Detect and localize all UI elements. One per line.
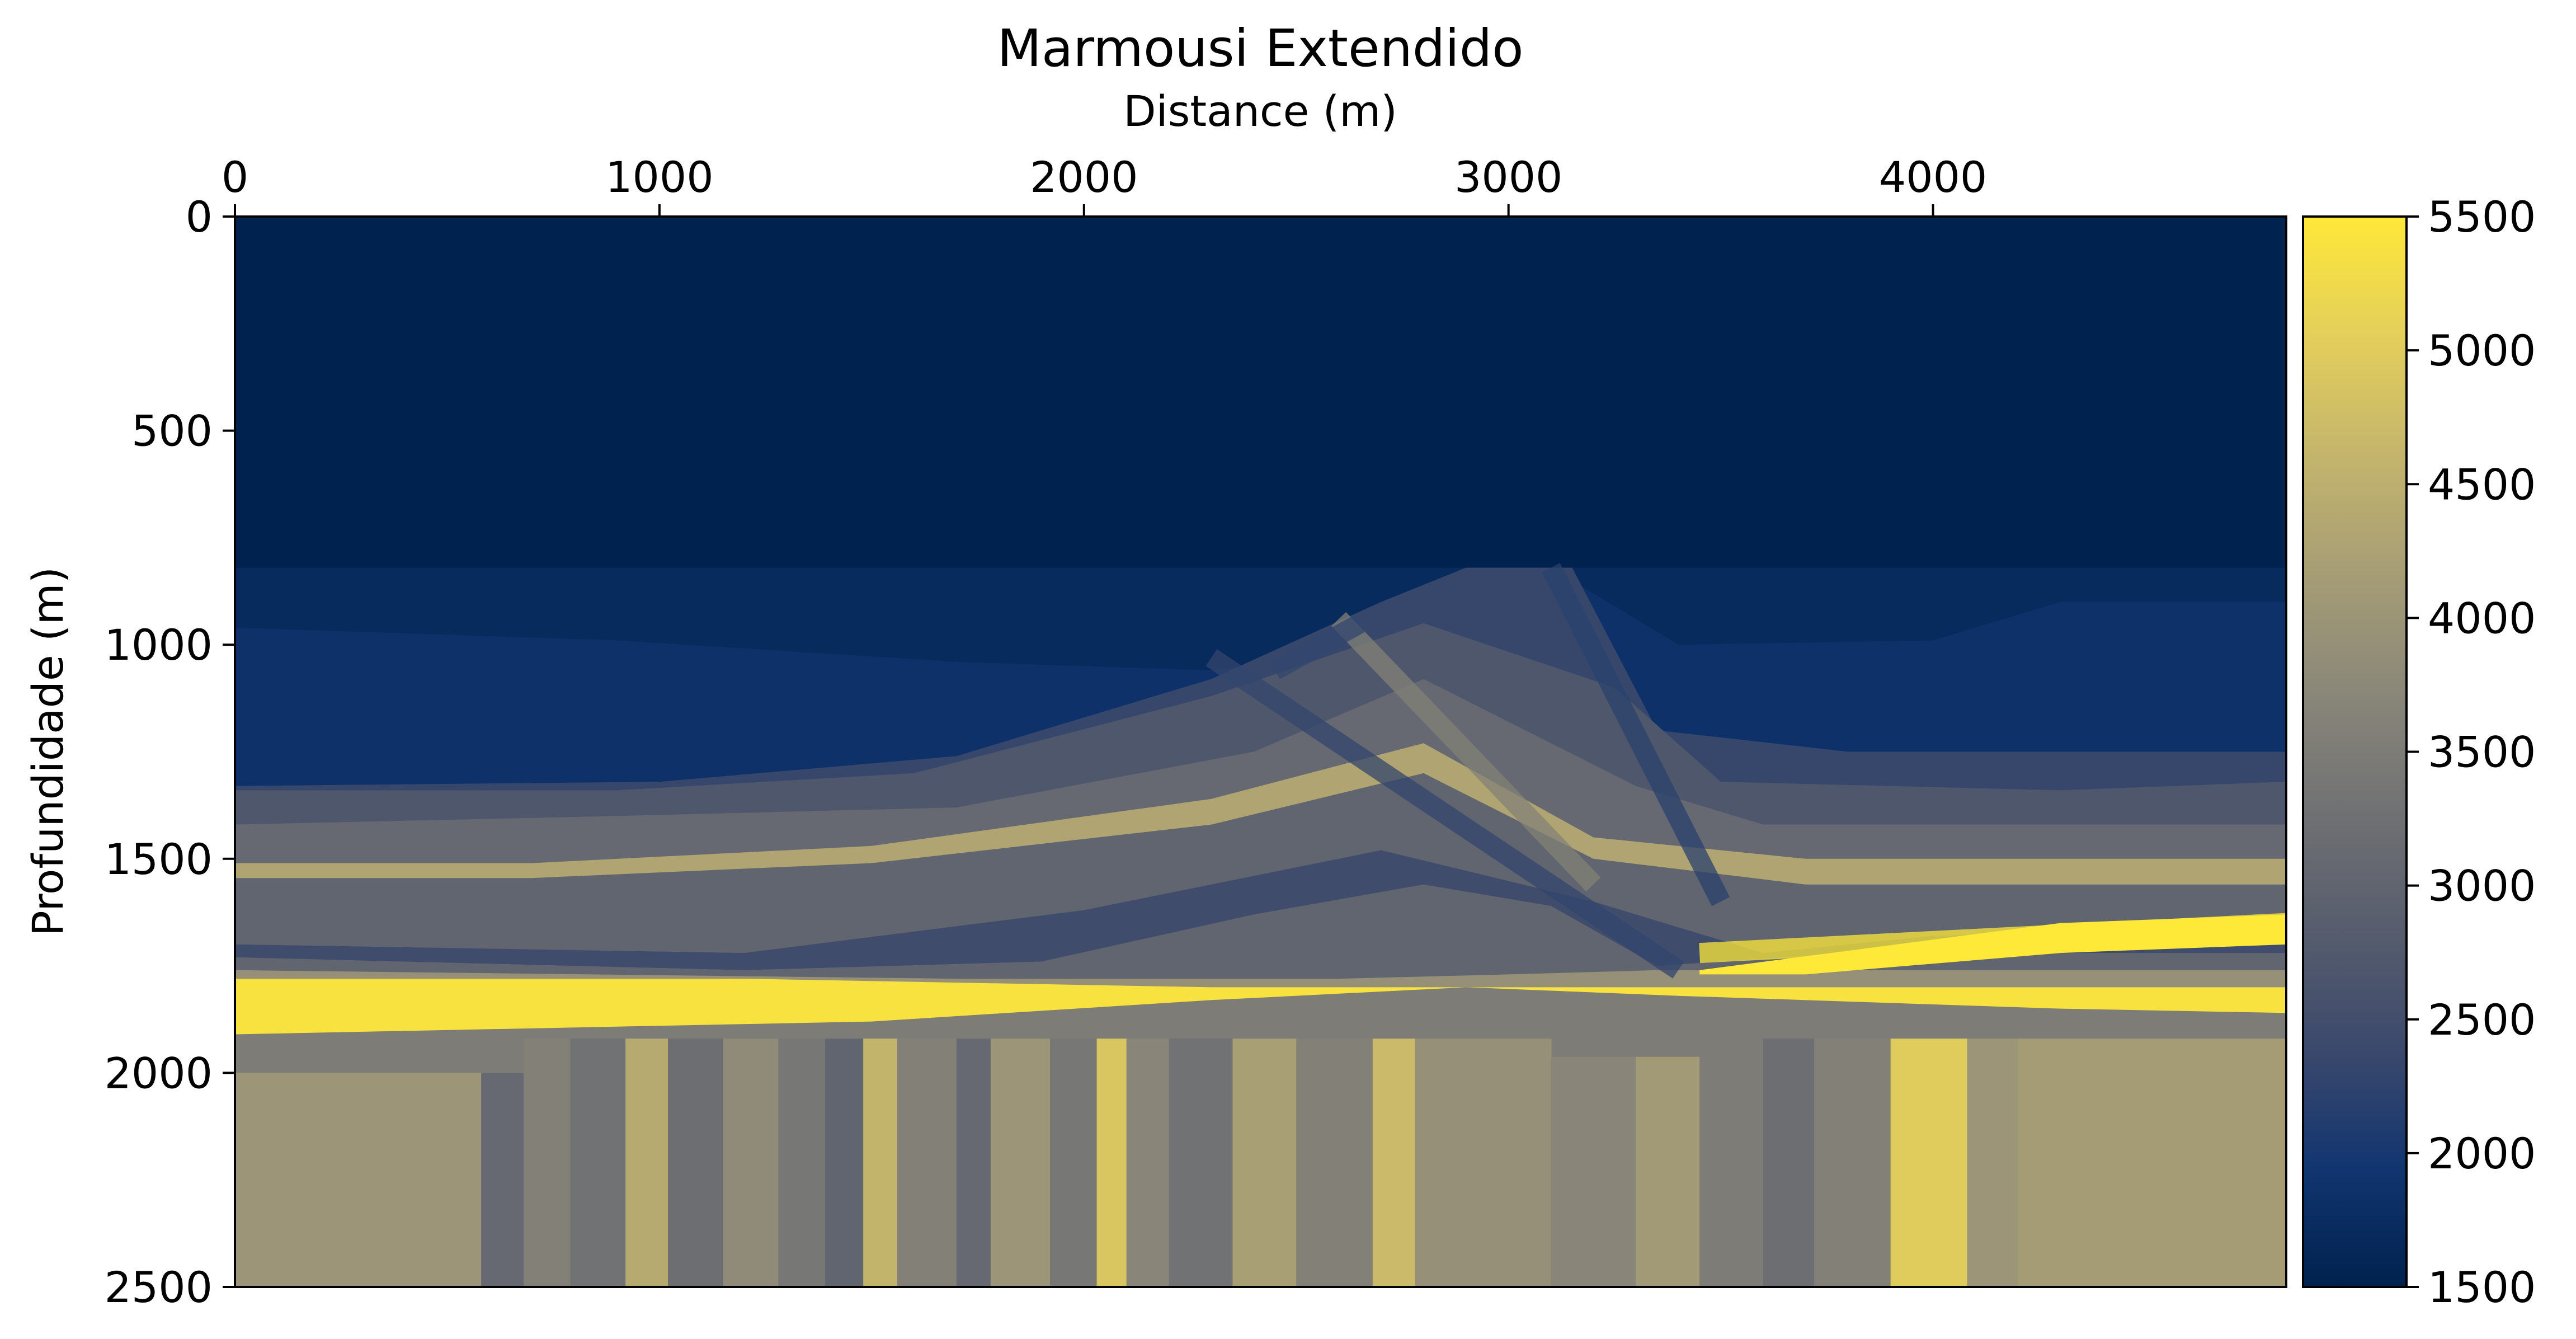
deep-stripe-16	[1232, 1039, 1297, 1287]
deep-stripe-2	[570, 1039, 627, 1287]
deep-stripe-18	[1372, 1039, 1416, 1287]
deep-stripe-6	[778, 1039, 826, 1287]
deep-stripe-0	[481, 1073, 525, 1287]
deep-stripe-27	[1967, 1039, 2019, 1287]
x-axis-label: Distance (m)	[1123, 86, 1397, 136]
deep-stripe-12	[1050, 1039, 1098, 1287]
colorbar-tick-label: 5000	[2428, 326, 2536, 375]
fault-feature-0	[1205, 649, 1684, 979]
deep-stripe-4	[668, 1039, 724, 1287]
x-axis-ticks: 0 1000 2000 3000 4000	[222, 152, 1987, 217]
x-tick-label: 4000	[1879, 152, 1987, 202]
deep-stripe-11	[990, 1039, 1051, 1287]
deep-stripe-23	[1699, 1039, 1764, 1287]
chart-title: Marmousi Extendido	[997, 18, 1523, 78]
deep-stripe-8	[863, 1039, 898, 1287]
deep-stripe-24	[1763, 1039, 1815, 1287]
deep-stripe-20	[1457, 1039, 1552, 1287]
y-tick-label: 0	[186, 192, 213, 242]
velocity-model-heatmap	[235, 217, 2286, 1287]
deep-stripe-3	[625, 1039, 669, 1287]
fault-feature-1	[1331, 612, 1601, 892]
y-tick-label: 2500	[105, 1262, 213, 1312]
deep-stripe-21	[1551, 1056, 1637, 1287]
x-tick-label: 3000	[1454, 152, 1562, 202]
fault-feature-3	[1542, 563, 1730, 906]
y-tick-label: 2000	[105, 1048, 213, 1098]
colorbar	[2302, 215, 2408, 1288]
deep-stripe-19	[1415, 1039, 1458, 1287]
x-tick-label: 2000	[1030, 152, 1138, 202]
colorbar-tick-label: 3500	[2428, 727, 2536, 777]
deep-stripe-28	[2018, 1039, 2286, 1287]
colorbar-ticks: 1500 2000 2500 3000 3500 4000 4500 5000 5500	[2407, 192, 2536, 1312]
plot-frame	[234, 215, 2287, 1288]
deep-stripe-15	[1169, 1039, 1233, 1287]
deep-stripe-1	[524, 1039, 571, 1287]
y-tick-label: 1000	[105, 620, 213, 670]
colorbar-tick-label: 2500	[2428, 995, 2536, 1045]
y-tick-label: 500	[131, 406, 213, 456]
colorbar-tick-label: 2000	[2428, 1129, 2536, 1178]
deep-stripe-26	[1890, 1039, 1968, 1287]
y-tick-label: 1500	[105, 834, 213, 884]
colorbar-tick-label: 1500	[2428, 1262, 2536, 1312]
y-axis-label: Profundidade (m)	[23, 567, 73, 936]
deep-stripe-25	[1814, 1039, 1891, 1287]
deep-stripe-9	[897, 1039, 958, 1287]
x-tick-label: 0	[222, 152, 248, 202]
deep-stripe-14	[1126, 1039, 1170, 1287]
deep-stripe-22	[1636, 1056, 1701, 1287]
colorbar-tick-label: 5500	[2428, 192, 2536, 242]
y-axis-ticks: 0 500 1000 1500 2000 2500	[105, 192, 235, 1312]
colorbar-tick-label: 3000	[2428, 861, 2536, 911]
deep-stripe-17	[1296, 1039, 1373, 1287]
fault-feature-4	[1699, 913, 2286, 964]
deep-stripe-10	[957, 1039, 991, 1287]
x-tick-label: 1000	[605, 152, 713, 202]
deep-stripe-13	[1096, 1039, 1127, 1287]
deep-stripe-7	[825, 1039, 864, 1287]
fault-feature-2	[1270, 614, 1365, 679]
colorbar-tick-label: 4000	[2428, 593, 2536, 643]
colorbar-tick-label: 4500	[2428, 459, 2536, 509]
deep-stripe-5	[723, 1039, 779, 1287]
